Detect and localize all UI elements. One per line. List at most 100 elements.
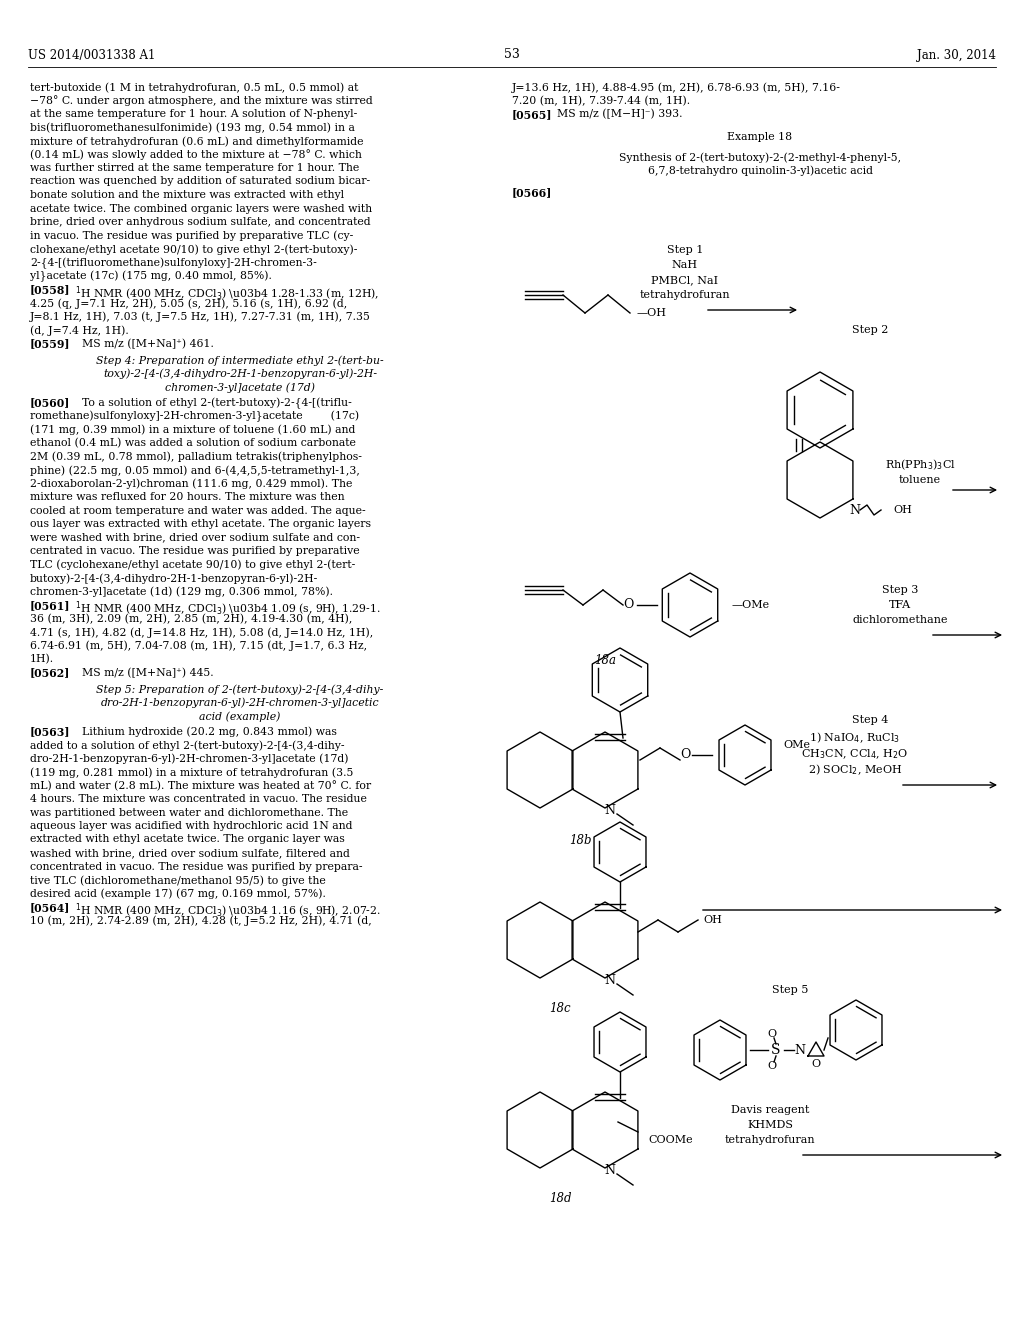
Text: Davis reagent: Davis reagent (731, 1105, 809, 1115)
Text: centrated in vacuo. The residue was purified by preparative: centrated in vacuo. The residue was puri… (30, 546, 359, 556)
Text: To a solution of ethyl 2-(tert-butoxy)-2-{4-[(triflu-: To a solution of ethyl 2-(tert-butoxy)-2… (68, 397, 352, 409)
Text: OMe: OMe (783, 741, 810, 750)
Text: 4 hours. The mixture was concentrated in vacuo. The residue: 4 hours. The mixture was concentrated in… (30, 795, 367, 804)
Text: Step 4: Step 4 (852, 715, 888, 725)
Text: —OH: —OH (637, 308, 667, 318)
Text: yl}acetate (17c) (175 mg, 0.40 mmol, 85%).: yl}acetate (17c) (175 mg, 0.40 mmol, 85%… (30, 271, 272, 282)
Text: desired acid (example 17) (67 mg, 0.169 mmol, 57%).: desired acid (example 17) (67 mg, 0.169 … (30, 888, 326, 899)
Text: 18a: 18a (594, 653, 616, 667)
Text: [0566]: [0566] (512, 187, 552, 198)
Text: [0564]: [0564] (30, 902, 71, 913)
Text: acid (example): acid (example) (200, 711, 281, 722)
Text: 1) NaIO$_4$, RuCl$_3$: 1) NaIO$_4$, RuCl$_3$ (809, 731, 901, 746)
Text: Rh(PPh$_3$)$_3$Cl: Rh(PPh$_3$)$_3$Cl (885, 458, 955, 473)
Text: 7.20 (m, 1H), 7.39-7.44 (m, 1H).: 7.20 (m, 1H), 7.39-7.44 (m, 1H). (512, 95, 690, 106)
Text: $^1$H NMR (400 MHz, CDCl$_3$) \u03b4 1.28-1.33 (m, 12H),: $^1$H NMR (400 MHz, CDCl$_3$) \u03b4 1.2… (68, 285, 379, 302)
Text: 53: 53 (504, 49, 520, 62)
Text: (119 mg, 0.281 mmol) in a mixture of tetrahydrofuran (3.5: (119 mg, 0.281 mmol) in a mixture of tet… (30, 767, 353, 777)
Text: PMBCl, NaI: PMBCl, NaI (651, 275, 719, 285)
Text: [0563]: [0563] (30, 726, 71, 738)
Text: COOMe: COOMe (648, 1135, 692, 1144)
Text: butoxy)-2-[4-(3,4-dihydro-2H-1-benzopyran-6-yl)-2H-: butoxy)-2-[4-(3,4-dihydro-2H-1-benzopyra… (30, 573, 318, 583)
Text: NaH: NaH (672, 260, 698, 271)
Text: 2) SOCl$_2$, MeOH: 2) SOCl$_2$, MeOH (808, 763, 902, 777)
Text: J=13.6 Hz, 1H), 4.88-4.95 (m, 2H), 6.78-6.93 (m, 5H), 7.16-: J=13.6 Hz, 1H), 4.88-4.95 (m, 2H), 6.78-… (512, 82, 841, 92)
Text: brine, dried over anhydrous sodium sulfate, and concentrated: brine, dried over anhydrous sodium sulfa… (30, 216, 371, 227)
Text: (171 mg, 0.39 mmol) in a mixture of toluene (1.60 mL) and: (171 mg, 0.39 mmol) in a mixture of tolu… (30, 425, 355, 436)
Text: TLC (cyclohexane/ethyl acetate 90/10) to give ethyl 2-(tert-: TLC (cyclohexane/ethyl acetate 90/10) to… (30, 560, 355, 570)
Text: O: O (680, 748, 690, 762)
Text: ous layer was extracted with ethyl acetate. The organic layers: ous layer was extracted with ethyl aceta… (30, 519, 371, 529)
Text: 2-dioxaborolan-2-yl)chroman (111.6 mg, 0.429 mmol). The: 2-dioxaborolan-2-yl)chroman (111.6 mg, 0… (30, 479, 352, 490)
Text: 6,7,8-tetrahydro quinolin-3-yl)acetic acid: 6,7,8-tetrahydro quinolin-3-yl)acetic ac… (647, 165, 872, 176)
Text: $^1$H NMR (400 MHz, CDCl$_3$) \u03b4 1.16 (s, 9H), 2.07-2.: $^1$H NMR (400 MHz, CDCl$_3$) \u03b4 1.1… (68, 902, 381, 920)
Text: $^1$H NMR (400 MHz, CDCl$_3$) \u03b4 1.09 (s, 9H), 1.29-1.: $^1$H NMR (400 MHz, CDCl$_3$) \u03b4 1.0… (68, 601, 380, 618)
Text: mixture of tetrahydrofuran (0.6 mL) and dimethylformamide: mixture of tetrahydrofuran (0.6 mL) and … (30, 136, 364, 147)
Text: aqueous layer was acidified with hydrochloric acid 1N and: aqueous layer was acidified with hydroch… (30, 821, 352, 832)
Text: tive TLC (dichloromethane/methanol 95/5) to give the: tive TLC (dichloromethane/methanol 95/5)… (30, 875, 326, 886)
Text: acetate twice. The combined organic layers were washed with: acetate twice. The combined organic laye… (30, 203, 372, 214)
Text: 2M (0.39 mL, 0.78 mmol), palladium tetrakis(triphenylphos-: 2M (0.39 mL, 0.78 mmol), palladium tetra… (30, 451, 361, 462)
Text: Lithium hydroxide (20.2 mg, 0.843 mmol) was: Lithium hydroxide (20.2 mg, 0.843 mmol) … (68, 726, 337, 737)
Text: 18d: 18d (549, 1192, 571, 1204)
Text: bonate solution and the mixture was extracted with ethyl: bonate solution and the mixture was extr… (30, 190, 344, 201)
Text: tert-butoxide (1 M in tetrahydrofuran, 0.5 mL, 0.5 mmol) at: tert-butoxide (1 M in tetrahydrofuran, 0… (30, 82, 358, 92)
Text: tetrahydrofuran: tetrahydrofuran (725, 1135, 815, 1144)
Text: Step 4: Preparation of intermediate ethyl 2-(tert-bu-: Step 4: Preparation of intermediate ethy… (96, 355, 384, 366)
Text: [0565]: [0565] (512, 110, 553, 120)
Text: added to a solution of ethyl 2-(tert-butoxy)-2-[4-(3,4-dihy-: added to a solution of ethyl 2-(tert-but… (30, 741, 344, 751)
Text: 18b: 18b (568, 833, 591, 846)
Text: phine) (22.5 mg, 0.05 mmol) and 6-(4,4,5,5-tetramethyl-1,3,: phine) (22.5 mg, 0.05 mmol) and 6-(4,4,5… (30, 465, 359, 475)
Text: toxy)-2-[4-(3,4-dihydro-2H-1-benzopyran-6-yl)-2H-: toxy)-2-[4-(3,4-dihydro-2H-1-benzopyran-… (103, 368, 377, 379)
Text: mixture was refluxed for 20 hours. The mixture was then: mixture was refluxed for 20 hours. The m… (30, 492, 345, 502)
Text: N: N (850, 503, 860, 516)
Text: Step 5: Step 5 (772, 985, 808, 995)
Text: toluene: toluene (899, 475, 941, 484)
Text: —OMe: —OMe (732, 601, 770, 610)
Text: N: N (604, 1163, 615, 1176)
Text: chromen-3-yl]acetate (1d) (129 mg, 0.306 mmol, 78%).: chromen-3-yl]acetate (1d) (129 mg, 0.306… (30, 586, 333, 597)
Text: in vacuo. The residue was purified by preparative TLC (cy-: in vacuo. The residue was purified by pr… (30, 231, 353, 242)
Text: S: S (771, 1043, 780, 1057)
Text: reaction was quenched by addition of saturated sodium bicar-: reaction was quenched by addition of sat… (30, 177, 370, 186)
Text: (d, J=7.4 Hz, 1H).: (d, J=7.4 Hz, 1H). (30, 325, 129, 335)
Text: Example 18: Example 18 (727, 132, 793, 143)
Text: [0558]: [0558] (30, 285, 71, 296)
Text: O: O (767, 1030, 776, 1039)
Text: was partitioned between water and dichloromethane. The: was partitioned between water and dichlo… (30, 808, 348, 817)
Text: KHMDS: KHMDS (746, 1119, 793, 1130)
Text: 4.71 (s, 1H), 4.82 (d, J=14.8 Hz, 1H), 5.08 (d, J=14.0 Hz, 1H),: 4.71 (s, 1H), 4.82 (d, J=14.8 Hz, 1H), 5… (30, 627, 374, 638)
Text: clohexane/ethyl acetate 90/10) to give ethyl 2-(tert-butoxy)-: clohexane/ethyl acetate 90/10) to give e… (30, 244, 357, 255)
Text: MS m/z ([M−H]⁻) 393.: MS m/z ([M−H]⁻) 393. (557, 110, 683, 119)
Text: [0561]: [0561] (30, 601, 71, 611)
Text: O: O (767, 1061, 776, 1071)
Text: CH$_3$CN, CCl$_4$, H$_2$O: CH$_3$CN, CCl$_4$, H$_2$O (801, 747, 908, 760)
Text: N: N (795, 1044, 806, 1056)
Text: O: O (623, 598, 633, 611)
Text: 36 (m, 3H), 2.09 (m, 2H), 2.85 (m, 2H), 4.19-4.30 (m, 4H),: 36 (m, 3H), 2.09 (m, 2H), 2.85 (m, 2H), … (30, 614, 352, 624)
Text: concentrated in vacuo. The residue was purified by prepara-: concentrated in vacuo. The residue was p… (30, 862, 362, 871)
Text: ethanol (0.4 mL) was added a solution of sodium carbonate: ethanol (0.4 mL) was added a solution of… (30, 438, 356, 449)
Text: 1H).: 1H). (30, 653, 54, 664)
Text: [0560]: [0560] (30, 397, 71, 408)
Text: [0559]: [0559] (30, 338, 71, 350)
Text: J=8.1 Hz, 1H), 7.03 (t, J=7.5 Hz, 1H), 7.27-7.31 (m, 1H), 7.35: J=8.1 Hz, 1H), 7.03 (t, J=7.5 Hz, 1H), 7… (30, 312, 371, 322)
Text: 6.74-6.91 (m, 5H), 7.04-7.08 (m, 1H), 7.15 (dt, J=1.7, 6.3 Hz,: 6.74-6.91 (m, 5H), 7.04-7.08 (m, 1H), 7.… (30, 640, 368, 651)
Text: −78° C. under argon atmosphere, and the mixture was stirred: −78° C. under argon atmosphere, and the … (30, 95, 373, 107)
Text: (0.14 mL) was slowly added to the mixture at −78° C. which: (0.14 mL) was slowly added to the mixtur… (30, 149, 361, 160)
Text: O: O (811, 1059, 820, 1069)
Text: TFA: TFA (889, 601, 911, 610)
Text: Jan. 30, 2014: Jan. 30, 2014 (918, 49, 996, 62)
Text: cooled at room temperature and water was added. The aque-: cooled at room temperature and water was… (30, 506, 366, 516)
Text: dro-2H-1-benzopyran-6-yl)-2H-chromen-3-yl]acetic: dro-2H-1-benzopyran-6-yl)-2H-chromen-3-y… (100, 697, 379, 708)
Text: OH: OH (893, 506, 912, 515)
Text: [0562]: [0562] (30, 668, 71, 678)
Text: romethane)sulfonyloxy]-2H-chromen-3-yl}acetate        (17c): romethane)sulfonyloxy]-2H-chromen-3-yl}a… (30, 411, 359, 422)
Text: 4.25 (q, J=7.1 Hz, 2H), 5.05 (s, 2H), 5.16 (s, 1H), 6.92 (d,: 4.25 (q, J=7.1 Hz, 2H), 5.05 (s, 2H), 5.… (30, 298, 347, 309)
Text: N: N (604, 974, 615, 986)
Text: MS m/z ([M+Na]⁺) 445.: MS m/z ([M+Na]⁺) 445. (68, 668, 214, 678)
Text: 18c: 18c (549, 1002, 570, 1015)
Text: Step 3: Step 3 (882, 585, 919, 595)
Text: OH: OH (703, 915, 722, 925)
Text: N: N (604, 804, 615, 817)
